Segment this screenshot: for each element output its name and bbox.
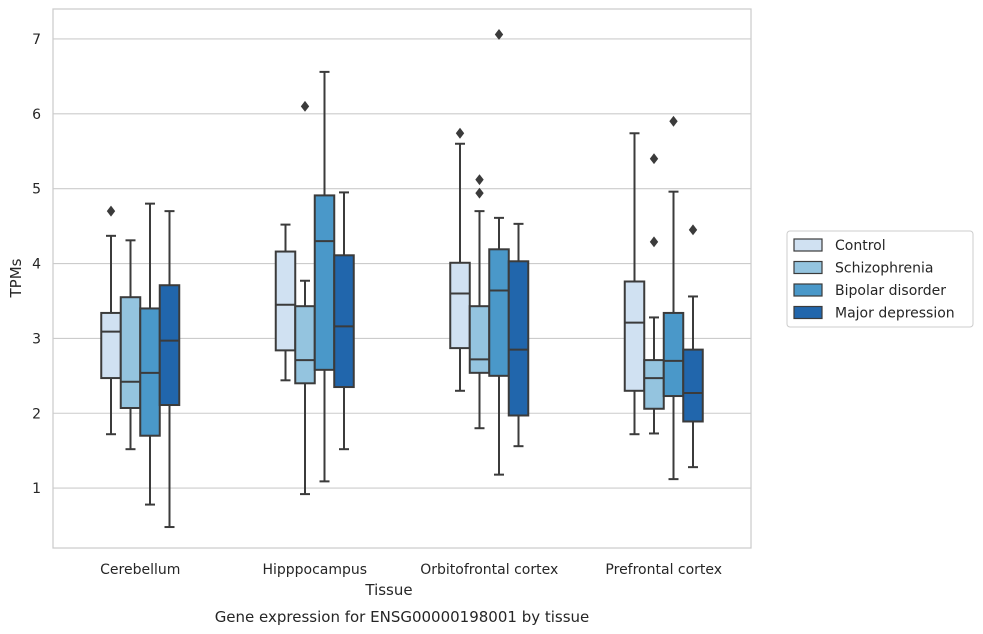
box-iqr: [662, 311, 685, 398]
y-tick-label: 4: [32, 257, 41, 273]
x-tick-label: Hipppocampus: [262, 562, 367, 578]
plot-frame: [52, 8, 752, 549]
box-iqr: [294, 305, 316, 385]
box-iqr: [274, 250, 297, 352]
y-tick-label: 2: [32, 406, 41, 422]
outlier-point: [688, 224, 698, 236]
box-major-depression: [507, 222, 530, 448]
outlier-point: [300, 100, 310, 112]
box-iqr: [449, 261, 471, 350]
box-iqr: [333, 254, 355, 389]
outlier-point: [106, 205, 116, 217]
legend-frame: [786, 230, 974, 328]
box-schizophrenia: [468, 174, 491, 430]
x-tick-label: Prefrontal cortex: [605, 562, 722, 578]
box-bipolar-disorder: [139, 202, 161, 506]
legend-label: Schizophrenia: [835, 261, 933, 277]
y-tick-label: 3: [32, 331, 41, 347]
y-axis-label: TPMs: [7, 258, 25, 298]
y-tick-label: 6: [32, 107, 41, 123]
legend-swatch: [793, 305, 823, 320]
box-iqr: [507, 260, 530, 417]
box-bipolar-disorder: [313, 70, 336, 483]
box-control: [100, 205, 122, 436]
box-iqr: [623, 280, 646, 392]
outlier-point: [475, 174, 484, 186]
y-axis-ticks: 1 2 3 4 5 6 7: [32, 32, 41, 497]
outlier-point: [455, 127, 465, 139]
box-major-depression: [333, 191, 355, 451]
box-iqr: [643, 359, 665, 410]
box-iqr: [488, 248, 510, 377]
figure-caption: Gene expression for ENSG00000198001 by t…: [215, 608, 590, 626]
box-schizophrenia: [643, 153, 665, 435]
box-iqr: [158, 284, 181, 407]
legend-label: Control: [835, 238, 886, 254]
outlier-point: [649, 236, 659, 248]
box-schizophrenia: [294, 100, 316, 496]
box-major-depression: [158, 210, 181, 529]
box-control: [623, 132, 646, 436]
y-tick-label: 5: [32, 182, 41, 198]
box-iqr: [468, 305, 491, 374]
box-schizophrenia: [119, 239, 142, 451]
x-tick-label: Cerebellum: [100, 562, 180, 578]
box-major-depression: [682, 224, 704, 469]
legend-swatch: [793, 260, 823, 275]
legend-swatch: [793, 238, 823, 252]
box-bipolar-disorder: [662, 115, 685, 481]
x-tick-label: Orbitofrontal cortex: [420, 562, 558, 578]
outlier-point: [649, 153, 659, 165]
box-iqr: [119, 296, 142, 410]
box-bipolar-disorder: [488, 28, 510, 476]
legend-label: Major depression: [835, 306, 955, 322]
legend: Control Schizophrenia Bipolar disorder Majo…: [786, 230, 974, 328]
outlier-point: [494, 28, 504, 40]
legend-swatch: [793, 283, 823, 297]
box-iqr: [100, 311, 122, 380]
box-iqr: [682, 348, 704, 423]
x-axis-ticks: Cerebellum Hipppocampus Orbitofrontal cort…: [100, 562, 722, 578]
box-control: [449, 127, 471, 392]
outlier-point: [475, 187, 484, 199]
y-tick-label: 7: [32, 32, 41, 48]
outlier-point: [669, 115, 678, 127]
box-control: [274, 223, 297, 382]
box-plot-series: [100, 28, 704, 529]
legend-label: Bipolar disorder: [835, 283, 946, 299]
box-iqr: [313, 194, 336, 371]
x-axis-label: Tissue: [364, 581, 412, 599]
y-tick-label: 1: [32, 481, 41, 497]
